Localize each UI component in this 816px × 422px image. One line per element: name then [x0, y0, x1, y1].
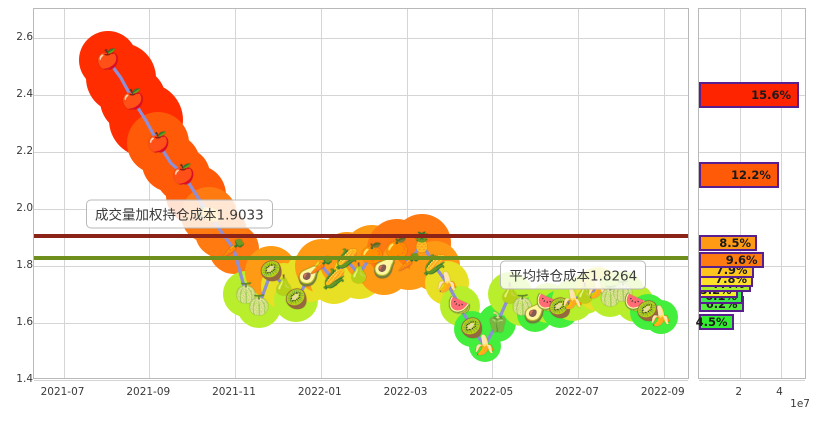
price-fruit-marker: 🥑 — [372, 257, 397, 280]
volume-distribution-panel: 15.6%12.2%8.5%9.6%7.9%7.8%7.6%7.4%7.0%5.… — [695, 8, 806, 381]
price-fruit-marker: 🥑 — [297, 265, 321, 288]
price-fruit-marker: 🍎 — [171, 163, 196, 185]
distribution-x-tick-label: 2 — [735, 386, 743, 398]
gridline-h — [699, 37, 805, 39]
y-axis-tick-label: 2.4 — [16, 87, 33, 100]
x-axis-tick-label: 2022-01 — [297, 386, 342, 398]
gridline-v — [578, 9, 579, 378]
distribution-exponent-label: 1e7 — [790, 398, 810, 410]
gridline-h — [699, 380, 805, 381]
distribution-bar: 9.6% — [699, 252, 764, 269]
gridline-v — [149, 9, 151, 378]
price-fruit-marker: 🍉 — [535, 291, 560, 314]
price-fruit-marker: 🍈 — [246, 294, 271, 317]
price-fruit-marker: 🥑 — [523, 302, 547, 325]
x-axis-tick-label: 2021-11 — [212, 386, 256, 398]
distribution-x-tick-label: 4 — [776, 386, 783, 398]
gridline-h — [34, 322, 688, 324]
price-line — [106, 58, 663, 348]
price-fruit-marker: 🍐 — [272, 274, 296, 297]
distribution-bar: 4.5% — [695, 313, 734, 330]
price-fruit-marker: 🍈 — [510, 294, 535, 317]
gridline-h — [34, 380, 688, 381]
gridline-h — [34, 151, 688, 153]
price-fruit-marker: 🍉 — [623, 291, 648, 314]
gridline-v — [492, 9, 494, 378]
price-fruit-marker: 🫑 — [485, 311, 510, 334]
price-fruit-marker: 🥝 — [548, 297, 572, 320]
distribution-bar: 12.2% — [699, 161, 779, 188]
y-axis-tick-label: 2.2 — [16, 144, 33, 157]
gridline-h — [699, 322, 805, 324]
price-fruit-marker: 🍌 — [435, 271, 459, 294]
gridline-h — [699, 151, 805, 153]
price-fruit-marker: 🍐 — [347, 262, 372, 285]
price-fruit-marker: 🍌 — [472, 334, 497, 357]
price-fruit-marker: 🥝 — [636, 300, 660, 322]
x-axis-tick-label: 2021-07 — [40, 386, 85, 398]
price-fruit-marker: 🍈 — [234, 282, 259, 305]
gridline-v — [320, 9, 322, 378]
x-axis-tick-label: 2022-07 — [555, 386, 599, 398]
gridline-h — [699, 208, 805, 210]
y-axis-tick-label: 1.6 — [16, 315, 33, 328]
gridline-v — [63, 9, 65, 378]
gridline-v — [739, 9, 741, 378]
x-axis-tick-label: 2022-09 — [640, 386, 685, 398]
x-axis-tick-label: 2022-05 — [469, 386, 514, 398]
gridline-h — [34, 208, 688, 210]
distribution-bar-label: 8.5% — [719, 236, 752, 250]
gridline-h — [34, 37, 688, 39]
distribution-bar-label: 15.6% — [751, 87, 791, 102]
y-axis-tick-label: 2.0 — [16, 201, 33, 214]
price-fruit-marker: 🥕 — [221, 237, 246, 260]
average-cost-label: 平均持仓成本1.8264 — [500, 260, 647, 290]
price-fruit-marker: 🥕 — [309, 254, 334, 277]
x-axis-tick-label: 2021-09 — [126, 386, 171, 398]
x-axis-tick-label: 2022-03 — [383, 386, 428, 398]
y-axis-tick-label: 2.6 — [16, 30, 33, 43]
price-fruit-marker: 🌽 — [322, 268, 346, 291]
distribution-bar-label: 4.5% — [695, 314, 728, 329]
price-fruit-marker: 🍌 — [560, 288, 585, 311]
distribution-bar-label: 12.2% — [730, 167, 771, 182]
y-axis-tick-label: 1.8 — [16, 258, 33, 271]
price-fruit-marker: 🍎 — [121, 88, 146, 111]
distribution-bar: 15.6% — [699, 81, 799, 108]
price-chart-panel: 🍎🍎🍎🍎🍋🥕🍈🍈🥝🍐🥝🥑🥕🌽🌽🍐🍊🥑🍊🥕🍍🌽🍌🍉🥝🍌🫑🍐🍈🥑🍉🥝🍌🍐🍌🍈🍈🍉🥝🍌… — [33, 8, 689, 381]
gridline-v — [780, 9, 782, 378]
volume-weighted-cost-label: 成交量加权持仓成本1.9033 — [86, 199, 273, 229]
price-fruit-marker: 🥝 — [259, 260, 284, 283]
y-axis-tick-label: 1.4 — [16, 373, 33, 385]
gridline-v — [406, 9, 408, 378]
price-fruit-marker: 🥝 — [460, 317, 485, 340]
price-fruit-marker: 🍎 — [146, 131, 171, 154]
average-cost-line — [34, 256, 688, 261]
price-fruit-marker: 🍈 — [598, 285, 623, 308]
gridline-v — [663, 9, 665, 378]
price-fruit-marker: 🌽 — [422, 254, 447, 277]
price-fruit-marker: 🍉 — [447, 294, 472, 317]
distribution-bar: 8.5% — [699, 235, 758, 251]
price-fruit-marker: 🍌 — [648, 305, 673, 328]
price-fruit-marker: 🍎 — [96, 48, 120, 71]
volume-weighted-cost-line — [34, 234, 688, 239]
gridline-h — [34, 94, 688, 96]
price-fruit-marker: 🍊 — [385, 237, 409, 260]
distribution-bar-label: 9.6% — [725, 253, 758, 268]
price-fruit-marker: 🥝 — [284, 288, 309, 311]
